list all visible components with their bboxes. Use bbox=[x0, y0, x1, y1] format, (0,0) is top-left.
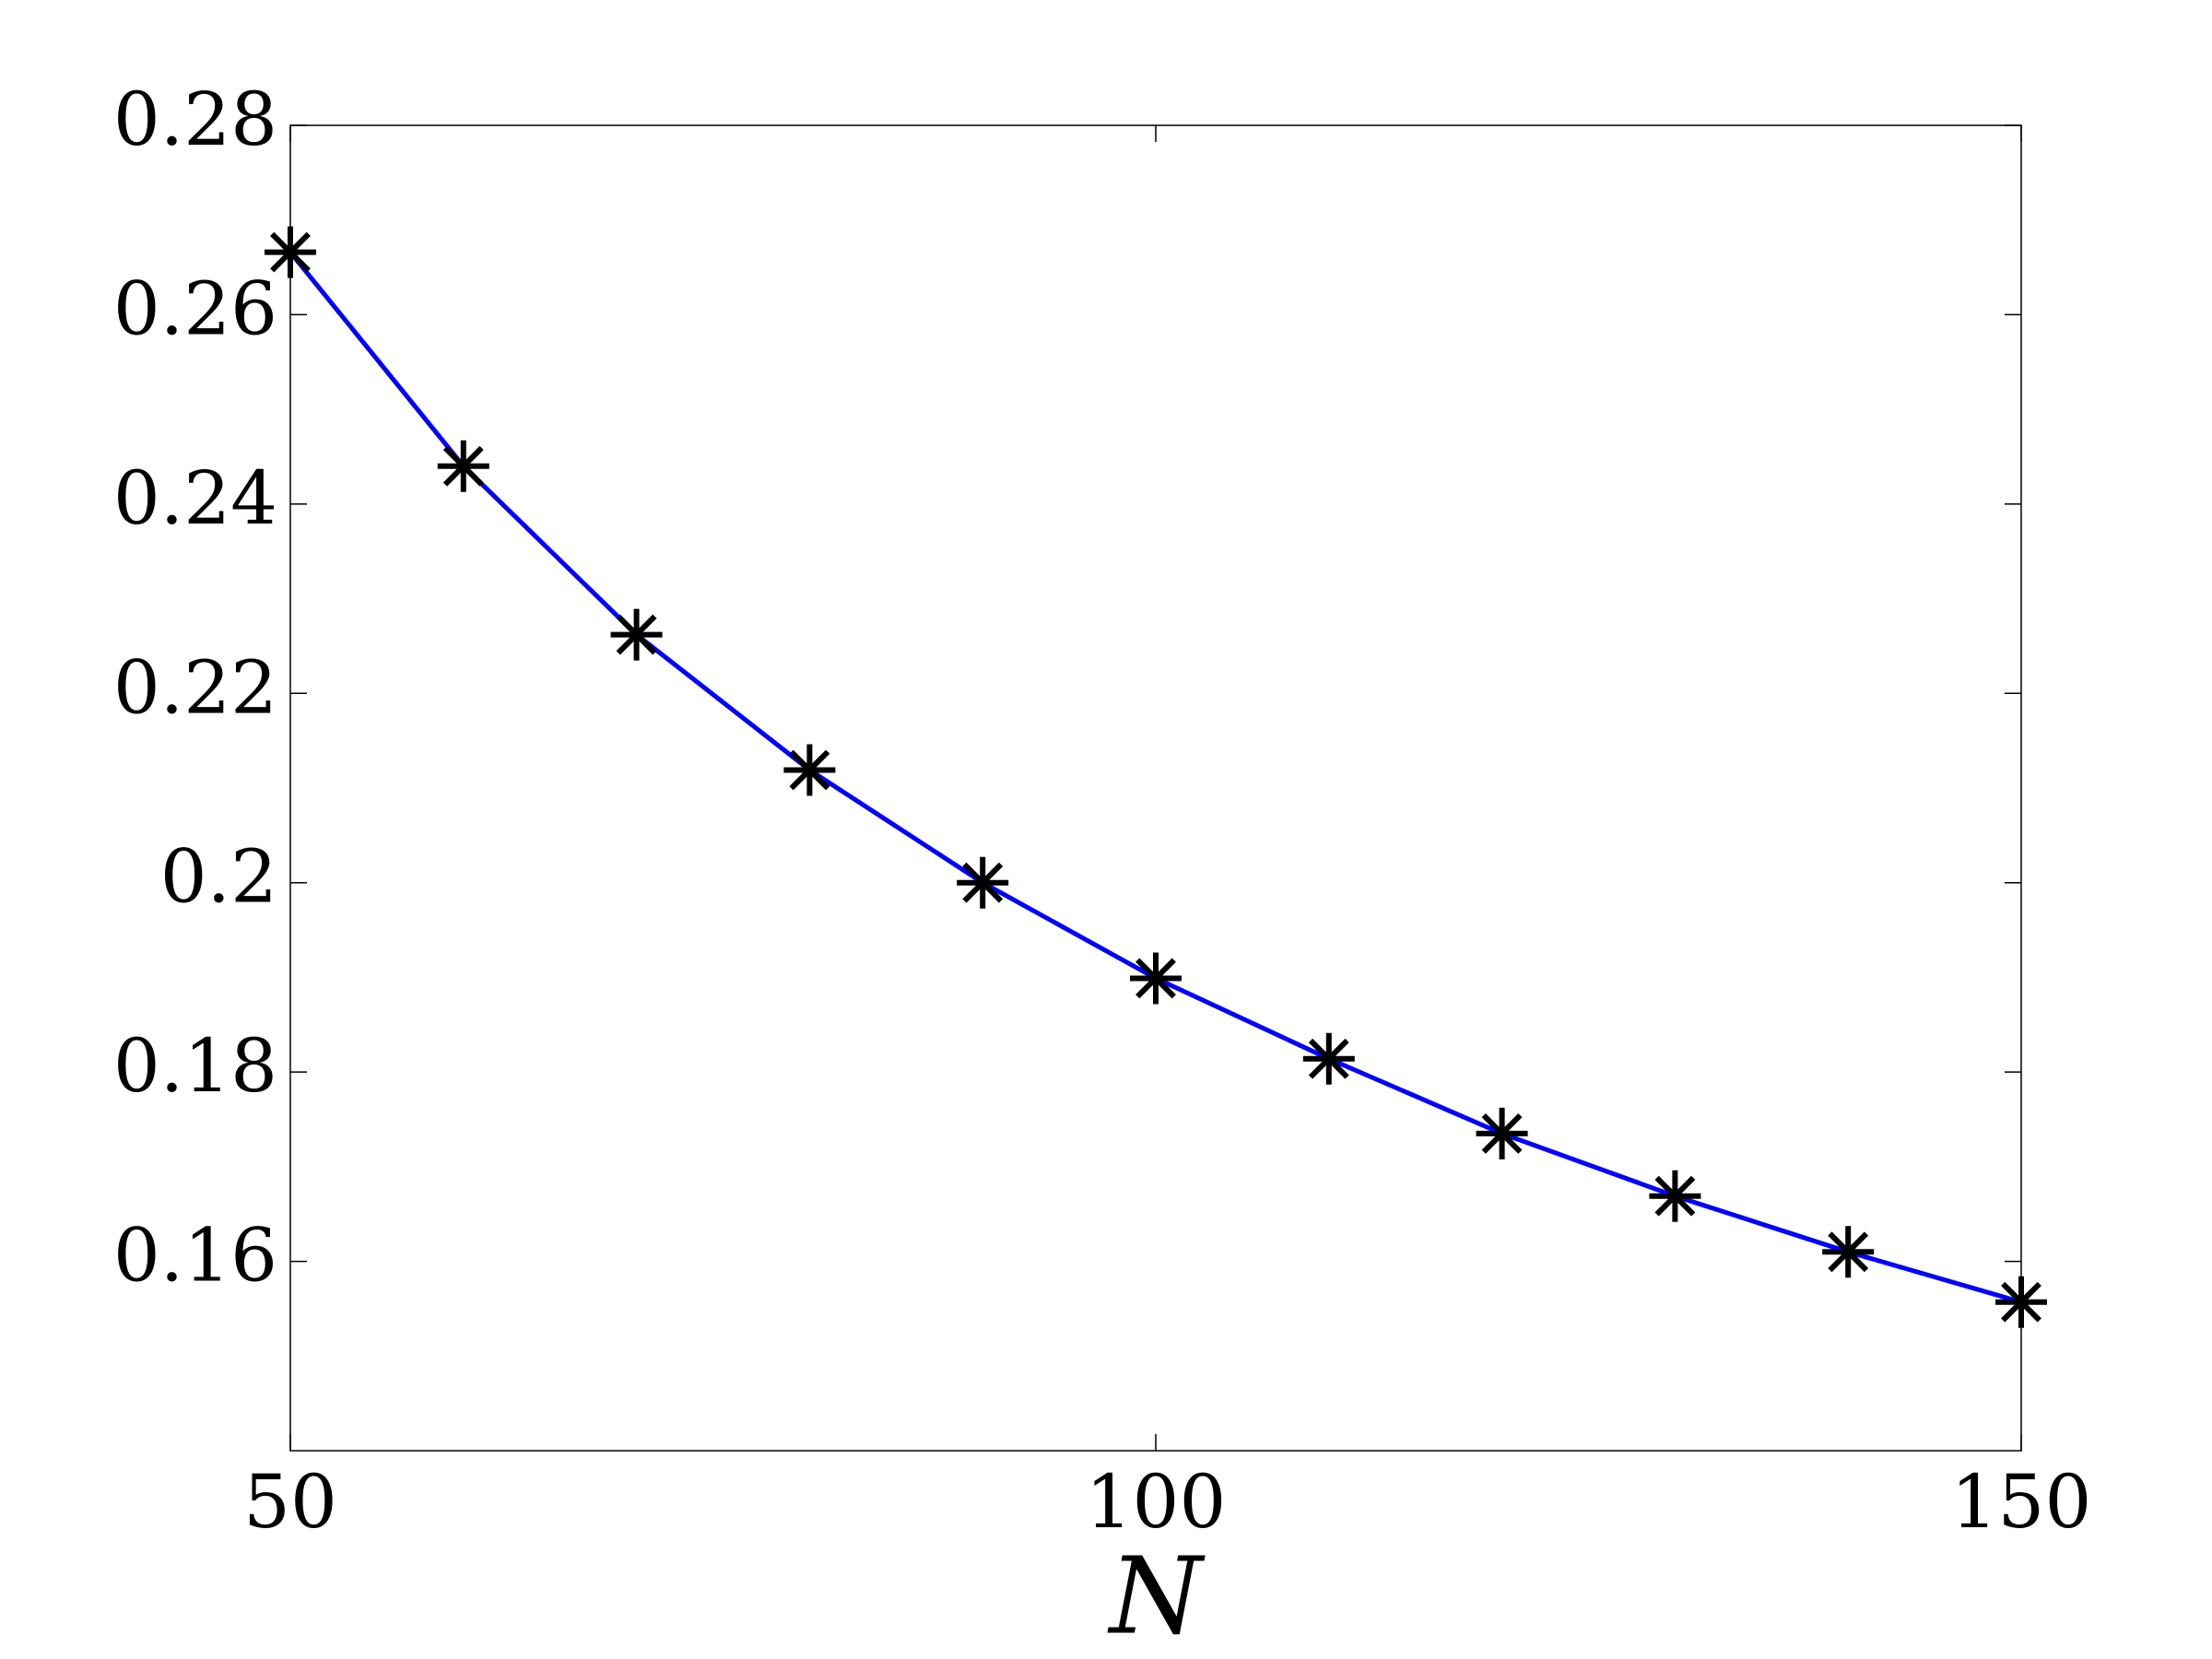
y-tick-label: 0.2 bbox=[160, 834, 277, 920]
marker bbox=[1995, 1276, 2047, 1328]
marker bbox=[1302, 1032, 1355, 1085]
x-tick-label: 100 bbox=[1086, 1459, 1227, 1545]
marker bbox=[437, 440, 489, 492]
marker bbox=[1649, 1170, 1701, 1222]
y-tick-label: 0.24 bbox=[113, 455, 277, 541]
marker bbox=[610, 608, 663, 661]
y-tick-label: 0.22 bbox=[113, 644, 277, 730]
marker bbox=[1130, 952, 1182, 1005]
y-tick-label: 0.18 bbox=[113, 1023, 277, 1109]
y-tick-label: 0.16 bbox=[113, 1213, 277, 1299]
marker bbox=[783, 744, 836, 796]
marker bbox=[265, 226, 316, 278]
x-tick-label: 150 bbox=[1951, 1459, 2092, 1545]
x-tick-label: 50 bbox=[243, 1459, 337, 1545]
marker bbox=[1822, 1226, 1875, 1278]
marker bbox=[957, 856, 1009, 909]
y-tick-label: 0.28 bbox=[113, 76, 277, 162]
y-tick-label: 0.26 bbox=[113, 265, 277, 351]
x-axis-label: N bbox=[1107, 1535, 1206, 1659]
marker bbox=[1476, 1107, 1528, 1159]
